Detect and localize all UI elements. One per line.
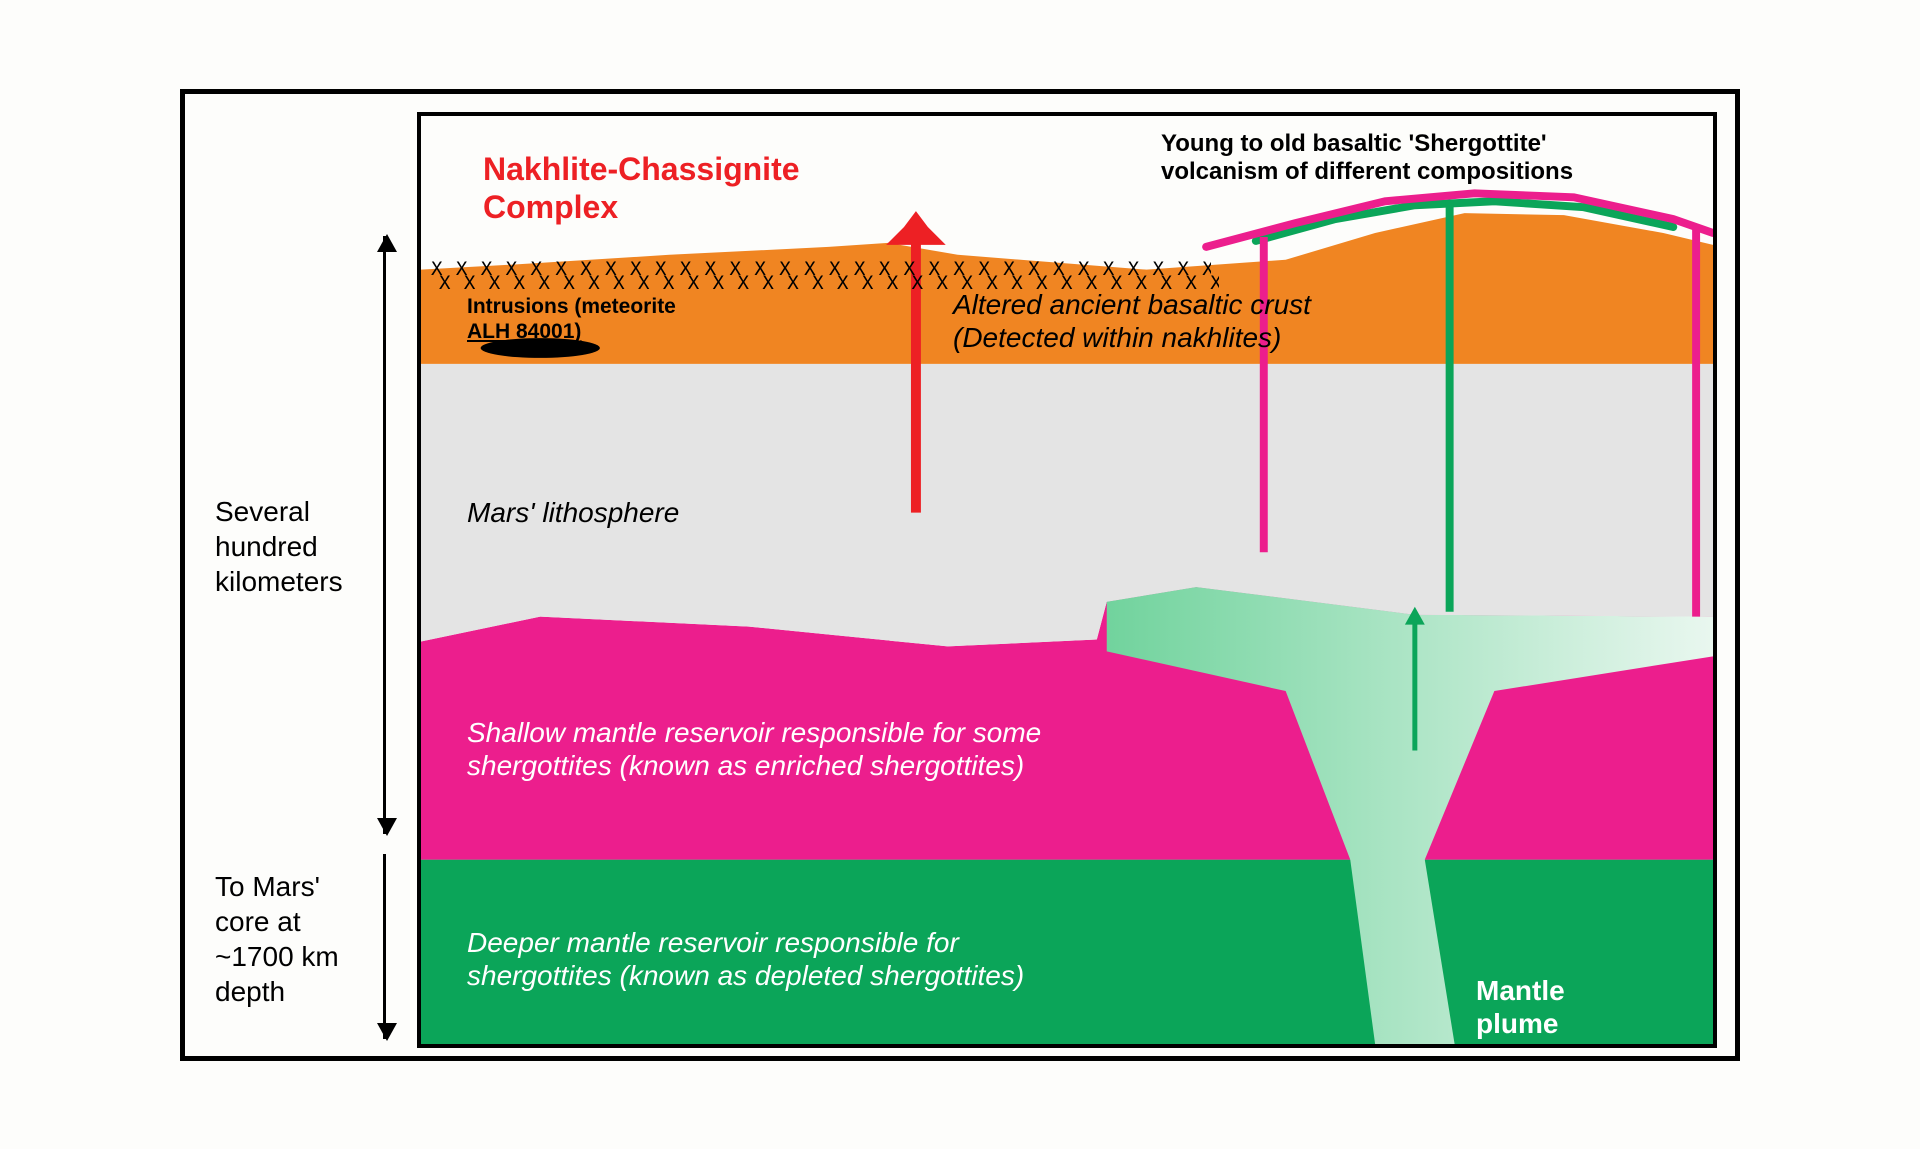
lithosphere-label: Mars' lithosphere xyxy=(467,496,679,530)
deep-mantle-label: Deeper mantle reservoir responsible fors… xyxy=(467,926,1024,993)
crust-label: Altered ancient basaltic crust(Detected … xyxy=(953,288,1311,355)
depth-label-lower: To Mars'core at~1700 kmdepth xyxy=(215,869,339,1009)
intrusion-label: Intrusions (meteoriteALH 84001) xyxy=(467,294,676,344)
shallow-mantle-label: Shallow mantle reservoir responsible for… xyxy=(467,716,1041,783)
depth-arrow-lower xyxy=(383,854,386,1039)
nakhlite-chassignite-title: Nakhlite-ChassigniteComplex xyxy=(483,150,800,227)
shergottite-title: Young to old basaltic 'Shergottite'volca… xyxy=(1161,130,1573,188)
diagram-svg xyxy=(421,116,1713,1044)
depth-label-upper: Severalhundredkilometers xyxy=(215,494,343,599)
figure-frame: Severalhundredkilometers To Mars'core at… xyxy=(180,89,1740,1061)
cross-section-diagram: X X X X X X X X X X X X X X X X X X X X … xyxy=(417,112,1717,1048)
mantle-plume-label: Mantleplume xyxy=(1476,974,1565,1041)
depth-arrow-upper xyxy=(383,236,386,834)
